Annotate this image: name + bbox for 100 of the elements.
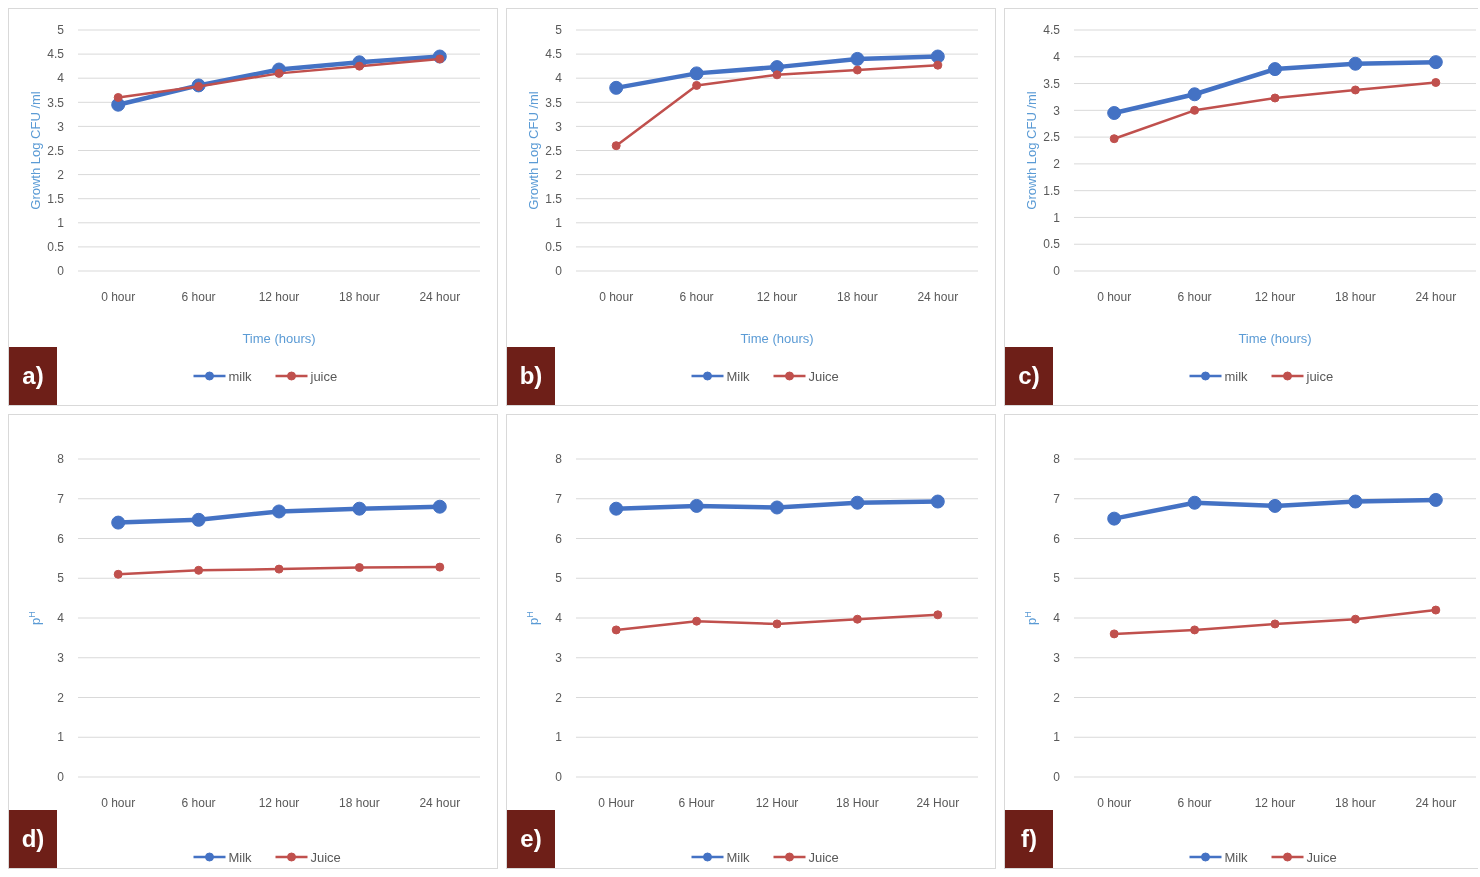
y-tick-label: 2.5 <box>47 143 65 158</box>
point <box>274 68 284 78</box>
point <box>113 92 123 102</box>
y-tick-label: 0 <box>57 264 65 279</box>
text: e) <box>520 825 542 853</box>
x-tick-label: 6 hour <box>1177 290 1212 304</box>
point <box>191 512 206 527</box>
x-tick-label: 18 hour <box>1335 796 1376 810</box>
x-tick-label: 6 Hour <box>678 796 715 810</box>
y-tick-label: 1.5 <box>1043 183 1061 198</box>
legend-label: Juice <box>808 368 839 384</box>
y-tick-label: 4 <box>555 71 563 86</box>
y-tick-label: 5 <box>57 23 65 38</box>
x-tick-label: 18 Hour <box>836 796 879 810</box>
point <box>770 500 784 515</box>
y-tick-label: 3 <box>1053 103 1061 118</box>
y-tick-label: 2 <box>57 690 65 705</box>
y-tick-label: 4.5 <box>47 47 65 62</box>
y-tick-label: 7 <box>555 491 563 506</box>
point <box>692 80 702 90</box>
point <box>1268 62 1282 77</box>
x-tick-label: 18 hour <box>1335 290 1376 304</box>
legend-label: Juice <box>310 849 341 865</box>
x-tick-label: 12 hour <box>1254 290 1296 304</box>
legend-label: Milk <box>1224 849 1249 865</box>
y-axis-title: Growth Log CFU /ml <box>28 91 43 210</box>
y-tick-label: 4 <box>1053 611 1061 626</box>
point <box>609 80 624 95</box>
text: f) <box>1021 825 1037 853</box>
point <box>772 70 782 80</box>
text: a) <box>22 362 44 390</box>
x-axis-title: Time (hours) <box>242 331 316 346</box>
y-tick-label: 4.5 <box>1043 23 1061 38</box>
point <box>1350 614 1360 624</box>
y-tick-label: 3.5 <box>1043 76 1061 91</box>
legend-label: Milk <box>726 849 751 865</box>
y-tick-label: 1 <box>1053 210 1061 225</box>
y-tick-label: 1 <box>555 730 563 745</box>
point <box>772 619 782 629</box>
point <box>852 65 862 75</box>
x-tick-label: 12 hour <box>258 796 300 810</box>
point <box>113 569 123 579</box>
point <box>1431 77 1441 87</box>
point <box>1428 55 1443 70</box>
y-tick-label: 0.5 <box>47 240 65 255</box>
x-tick-label: 0 Hour <box>598 796 635 810</box>
legend-label: Milk <box>228 849 253 865</box>
y-tick-label: 5 <box>1053 571 1061 586</box>
x-tick-label: 0 hour <box>101 796 136 810</box>
y-tick-label: 3.5 <box>47 95 65 110</box>
x-tick-label: 6 hour <box>181 796 216 810</box>
y-tick-label: 3 <box>1053 650 1061 665</box>
y-tick-label: 3 <box>555 119 563 134</box>
point <box>852 614 862 624</box>
y-axis-title: Growth Log CFU /ml <box>1024 91 1039 210</box>
y-tick-label: 5 <box>555 571 563 586</box>
y-tick-label: 5 <box>555 23 563 38</box>
y-tick-label: 7 <box>1053 491 1061 506</box>
y-tick-label: 0 <box>57 770 65 785</box>
legend-label: Milk <box>726 368 751 384</box>
point <box>1270 93 1280 103</box>
x-tick-label: 12 hour <box>1254 796 1296 810</box>
legend-label: juice <box>309 368 338 384</box>
point <box>352 501 367 516</box>
x-tick-label: 24 hour <box>1415 796 1457 810</box>
y-tick-label: 1 <box>555 216 563 230</box>
y-tick-label: 2 <box>555 690 563 705</box>
point <box>692 616 702 626</box>
y-tick-label: 4 <box>57 611 65 626</box>
x-tick-label: 0 hour <box>1097 290 1132 304</box>
x-tick-label: 12 hour <box>258 290 300 304</box>
point <box>435 562 445 572</box>
y-tick-label: 6 <box>57 531 65 546</box>
x-tick-label: 24 hour <box>917 290 959 304</box>
point <box>1187 87 1202 102</box>
point <box>354 61 364 71</box>
y-tick-label: 4.5 <box>545 47 563 62</box>
point <box>1190 625 1200 635</box>
y-tick-label: 0.5 <box>1043 237 1061 252</box>
y-tick-label: 2.5 <box>545 143 563 158</box>
y-tick-label: 6 <box>555 531 563 546</box>
x-tick-label: 24 hour <box>1415 290 1457 304</box>
point <box>689 66 704 81</box>
y-tick-label: 2 <box>1053 157 1061 172</box>
y-tick-label: 6 <box>1053 531 1061 546</box>
point <box>354 563 364 573</box>
x-tick-label: 18 hour <box>339 796 380 810</box>
x-tick-label: 24 Hour <box>916 796 960 810</box>
x-tick-label: 6 hour <box>1177 796 1212 810</box>
point <box>1348 56 1363 71</box>
point <box>1107 106 1122 121</box>
y-tick-label: 2 <box>1053 690 1061 705</box>
legend-label: Juice <box>1306 849 1337 865</box>
point <box>111 515 126 530</box>
x-tick-label: 24 hour <box>419 796 461 810</box>
y-tick-label: 7 <box>57 491 65 506</box>
y-tick-label: 0 <box>1053 264 1061 279</box>
x-tick-label: 24 hour <box>419 290 461 304</box>
x-tick-label: 0 hour <box>1097 796 1132 810</box>
point <box>933 610 943 620</box>
